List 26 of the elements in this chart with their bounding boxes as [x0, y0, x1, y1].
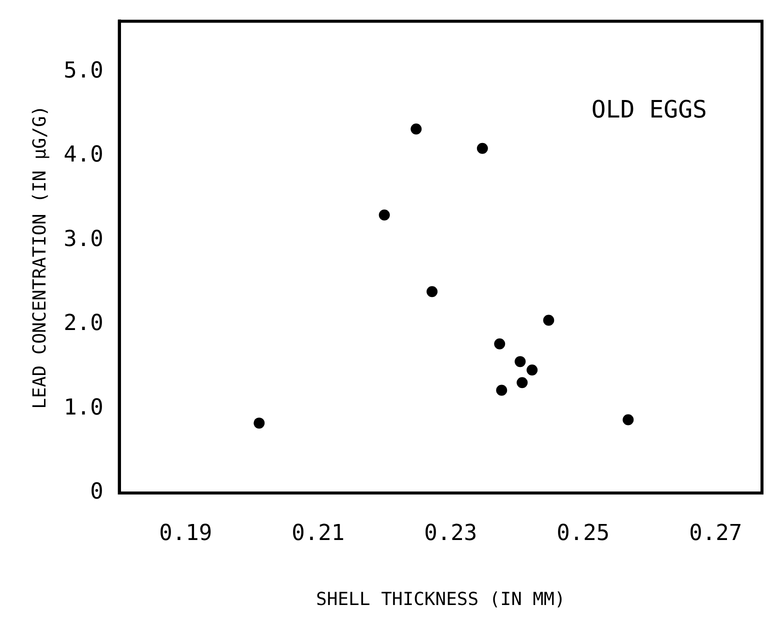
x-tick-label: 0.25: [556, 520, 610, 546]
y-axis-title: LEAD CONCENTRATION (IN μG/G): [29, 105, 50, 409]
y-tick-label: 0: [90, 480, 104, 505]
point: [378, 209, 390, 220]
point: [254, 418, 265, 429]
x-axis-title: SHELL THICKNESS (IN MM): [316, 588, 566, 610]
annotation: OLD EGGS: [591, 95, 707, 124]
x-tick-label: 0.19: [159, 520, 212, 546]
x-tick-label: 0.27: [689, 520, 742, 546]
point: [410, 124, 422, 135]
y-tick-label: 1.0: [64, 395, 104, 420]
x-tick-label: 0.21: [292, 520, 345, 546]
x-tick-label: 0.23: [424, 520, 478, 546]
point: [543, 314, 554, 326]
point: [496, 384, 508, 396]
point: [622, 414, 634, 426]
y-tick-label: 2.0: [64, 311, 104, 336]
point: [426, 286, 438, 298]
y-tick-label: 3.0: [64, 226, 104, 252]
point: [526, 364, 538, 376]
point: [494, 338, 506, 350]
point: [516, 377, 528, 388]
y-tick-label: 4.0: [64, 142, 104, 168]
point: [514, 356, 526, 368]
y-tick-label: 5.0: [64, 58, 104, 84]
point: [476, 142, 488, 154]
